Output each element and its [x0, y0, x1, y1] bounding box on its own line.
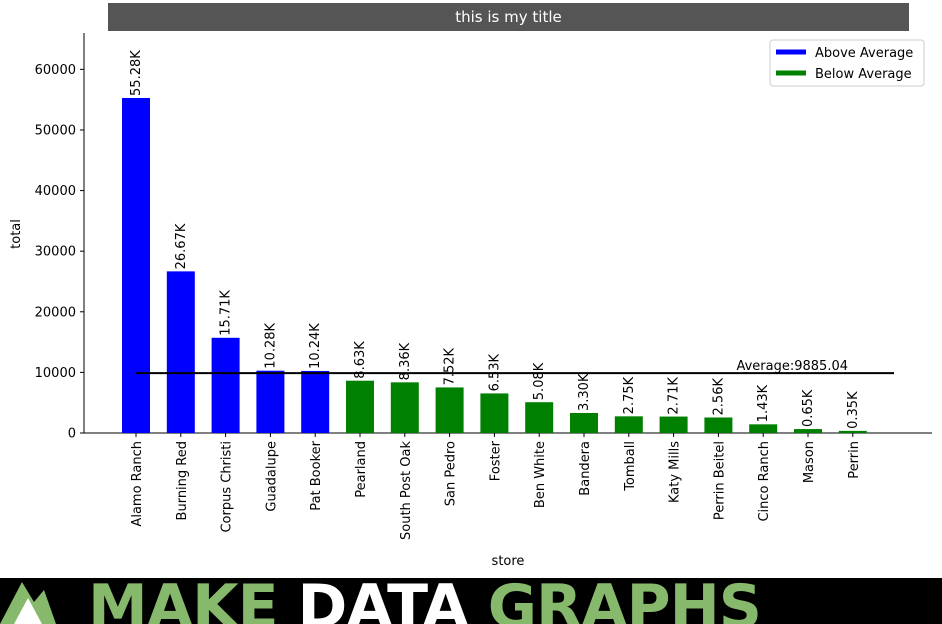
- bar: [166, 271, 195, 433]
- x-tick-label: Foster: [488, 440, 503, 481]
- bar: [704, 417, 733, 433]
- data-label: 10.24K: [308, 323, 323, 369]
- data-label: 5.08K: [532, 362, 547, 400]
- y-tick-label: 10000: [35, 366, 76, 381]
- y-tick-label: 30000: [35, 245, 76, 260]
- bar: [435, 387, 464, 433]
- x-tick-label: Guadalupe: [264, 441, 279, 512]
- data-label: 55.28K: [129, 50, 144, 96]
- x-tick-label: Pearland: [354, 441, 369, 498]
- x-tick-label: South Post Oak: [399, 441, 414, 540]
- chart-title: this is my title: [108, 3, 909, 31]
- brand-wordmark: MAKE DATA GRAPHS: [88, 578, 762, 624]
- y-axis-label: total: [9, 219, 24, 249]
- bar: [480, 393, 509, 433]
- brand-word-make: MAKE: [88, 578, 279, 624]
- data-label: 7.52K: [443, 347, 458, 385]
- data-label: 3.30K: [577, 373, 592, 411]
- bar: [211, 337, 240, 433]
- y-tick-label: 0: [68, 427, 76, 442]
- data-label: 26.67K: [174, 223, 189, 269]
- bar: [570, 413, 598, 433]
- bar: [794, 429, 822, 433]
- y-tick-label: 50000: [35, 123, 76, 138]
- x-tick-label: Bandera: [578, 441, 593, 496]
- data-label: 0.35K: [846, 391, 861, 429]
- data-label: 2.56K: [711, 378, 726, 416]
- bar: [525, 402, 554, 433]
- data-label: 10.28K: [263, 322, 278, 368]
- axis-ticks: 0 10000 20000 30000 40000 50000 60000 Alamo Ran…: [35, 63, 862, 540]
- bar: [614, 416, 643, 433]
- bar: [122, 97, 150, 433]
- brand-word-graphs: GRAPHS: [487, 578, 762, 624]
- data-label: 15.71K: [219, 290, 234, 336]
- brand-banner: MAKE DATA GRAPHS: [0, 578, 942, 624]
- legend: Above Average Below Average: [769, 39, 925, 87]
- x-tick-label: Burning Red: [175, 441, 190, 520]
- legend-frame: [769, 39, 925, 87]
- x-tick-label: Perrin Beitel: [712, 441, 727, 520]
- data-label: 2.71K: [667, 377, 682, 415]
- bar: [390, 382, 419, 433]
- bar: [301, 370, 330, 433]
- y-tick-label: 40000: [35, 184, 76, 199]
- x-tick-label: Mason: [802, 441, 817, 483]
- brand-word-data: DATA: [297, 578, 469, 624]
- legend-label: Below Average: [815, 67, 912, 82]
- bar-chart: 0 10000 20000 30000 40000 50000 60000 Alamo Ran…: [9, 33, 932, 569]
- bar: [838, 430, 867, 433]
- x-tick-label: Ben White: [533, 441, 548, 508]
- x-tick-label: Cinco Ranch: [757, 441, 772, 522]
- bar: [659, 416, 688, 433]
- data-labels: 55.28K 26.67K 15.71K 10.28K 10.24K 8.63K 8.36K…: [129, 50, 861, 429]
- x-tick-label: San Pedro: [444, 441, 459, 506]
- x-tick-label: Corpus Christi: [220, 441, 235, 533]
- data-label: 0.65K: [801, 389, 816, 427]
- bar: [346, 380, 374, 433]
- data-label: 2.75K: [622, 376, 637, 414]
- legend-label: Above Average: [815, 46, 913, 61]
- x-tick-label: Katy Mills: [668, 441, 683, 503]
- x-tick-label: Pat Booker: [309, 440, 324, 510]
- x-tick-label: Alamo Ranch: [130, 441, 145, 527]
- x-axis-label: store: [492, 554, 525, 569]
- data-label: 8.63K: [353, 341, 368, 379]
- bar: [749, 424, 778, 433]
- mountain-logo-icon: [0, 582, 56, 624]
- data-label: 1.43K: [756, 384, 771, 422]
- bar: [256, 370, 285, 433]
- average-label: Average:9885.04: [736, 359, 848, 374]
- y-tick-label: 60000: [35, 63, 76, 78]
- x-tick-label: Tomball: [623, 441, 638, 492]
- data-label: 8.36K: [398, 342, 413, 380]
- x-tick-label: Perrin: [847, 441, 862, 479]
- y-tick-label: 20000: [35, 305, 76, 320]
- average-line-group: Average:9885.04: [136, 359, 894, 375]
- bar-series: [122, 97, 867, 433]
